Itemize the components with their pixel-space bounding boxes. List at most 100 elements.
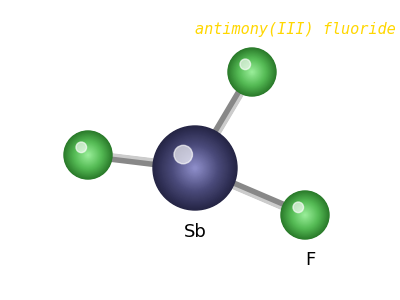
Circle shape bbox=[192, 165, 198, 171]
Circle shape bbox=[159, 132, 231, 204]
Circle shape bbox=[80, 147, 96, 164]
Circle shape bbox=[76, 142, 86, 153]
Circle shape bbox=[176, 149, 214, 187]
Circle shape bbox=[240, 60, 264, 84]
Circle shape bbox=[173, 146, 217, 190]
Circle shape bbox=[296, 206, 314, 224]
Circle shape bbox=[76, 143, 100, 167]
Circle shape bbox=[169, 142, 221, 194]
Circle shape bbox=[245, 65, 259, 79]
Circle shape bbox=[251, 71, 253, 73]
Circle shape bbox=[83, 150, 93, 160]
Circle shape bbox=[79, 146, 97, 164]
Circle shape bbox=[300, 210, 310, 220]
Circle shape bbox=[248, 68, 256, 76]
Circle shape bbox=[181, 154, 209, 182]
Circle shape bbox=[238, 58, 266, 86]
Circle shape bbox=[298, 208, 312, 222]
Circle shape bbox=[246, 67, 258, 77]
Circle shape bbox=[282, 192, 328, 238]
Circle shape bbox=[67, 134, 109, 176]
Circle shape bbox=[288, 198, 322, 232]
Circle shape bbox=[250, 70, 254, 74]
Circle shape bbox=[293, 202, 304, 213]
Circle shape bbox=[66, 134, 110, 177]
Circle shape bbox=[287, 197, 323, 233]
Circle shape bbox=[164, 137, 226, 199]
Circle shape bbox=[297, 207, 314, 224]
Circle shape bbox=[300, 210, 310, 220]
Circle shape bbox=[231, 51, 273, 93]
Circle shape bbox=[66, 133, 110, 177]
Circle shape bbox=[290, 201, 319, 230]
Circle shape bbox=[72, 139, 104, 171]
Circle shape bbox=[282, 192, 328, 239]
Circle shape bbox=[82, 150, 94, 160]
Circle shape bbox=[244, 64, 260, 80]
Circle shape bbox=[70, 138, 106, 172]
Circle shape bbox=[84, 151, 92, 159]
Circle shape bbox=[244, 64, 260, 80]
Circle shape bbox=[246, 65, 259, 79]
Circle shape bbox=[232, 52, 272, 92]
Circle shape bbox=[80, 147, 96, 163]
Circle shape bbox=[292, 202, 318, 228]
Circle shape bbox=[299, 209, 311, 221]
Circle shape bbox=[78, 146, 98, 165]
Circle shape bbox=[283, 194, 327, 237]
Circle shape bbox=[177, 150, 213, 186]
Circle shape bbox=[175, 148, 215, 188]
Circle shape bbox=[233, 53, 271, 91]
Circle shape bbox=[64, 132, 111, 178]
Circle shape bbox=[180, 153, 210, 183]
Circle shape bbox=[164, 136, 226, 200]
Circle shape bbox=[304, 214, 306, 216]
Circle shape bbox=[182, 155, 208, 181]
Circle shape bbox=[290, 200, 320, 230]
Circle shape bbox=[190, 163, 200, 173]
Circle shape bbox=[284, 194, 326, 236]
Circle shape bbox=[230, 50, 274, 94]
Circle shape bbox=[69, 136, 107, 174]
Circle shape bbox=[68, 135, 108, 175]
Circle shape bbox=[301, 211, 309, 219]
Circle shape bbox=[239, 59, 265, 85]
Text: Sb: Sb bbox=[184, 223, 206, 241]
Circle shape bbox=[184, 156, 206, 179]
Circle shape bbox=[162, 135, 228, 201]
Circle shape bbox=[184, 158, 206, 178]
Circle shape bbox=[167, 140, 223, 196]
Circle shape bbox=[239, 59, 265, 85]
Circle shape bbox=[68, 135, 108, 176]
Circle shape bbox=[170, 143, 220, 193]
Circle shape bbox=[158, 131, 232, 205]
Circle shape bbox=[241, 61, 263, 83]
Circle shape bbox=[302, 212, 308, 218]
Circle shape bbox=[294, 204, 316, 226]
Circle shape bbox=[241, 61, 263, 83]
Circle shape bbox=[229, 49, 275, 95]
Circle shape bbox=[189, 162, 201, 174]
Circle shape bbox=[250, 70, 254, 74]
Circle shape bbox=[77, 144, 100, 166]
Circle shape bbox=[243, 63, 261, 81]
Circle shape bbox=[174, 147, 216, 189]
Circle shape bbox=[229, 49, 275, 95]
Circle shape bbox=[171, 144, 219, 192]
Circle shape bbox=[72, 140, 104, 171]
Circle shape bbox=[234, 53, 271, 91]
Circle shape bbox=[295, 205, 315, 225]
Circle shape bbox=[291, 201, 319, 229]
Circle shape bbox=[77, 144, 99, 166]
Circle shape bbox=[302, 212, 309, 219]
Circle shape bbox=[155, 128, 235, 208]
Circle shape bbox=[194, 167, 196, 169]
Circle shape bbox=[304, 214, 306, 216]
Circle shape bbox=[293, 203, 317, 227]
Circle shape bbox=[285, 195, 325, 235]
Circle shape bbox=[281, 191, 329, 239]
Circle shape bbox=[162, 134, 229, 202]
Circle shape bbox=[153, 126, 237, 210]
Circle shape bbox=[157, 130, 233, 206]
Circle shape bbox=[64, 131, 112, 179]
